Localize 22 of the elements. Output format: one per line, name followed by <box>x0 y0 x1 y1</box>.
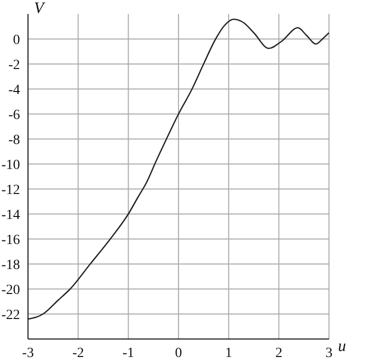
x-tick-label: -2 <box>72 346 84 361</box>
y-tick-label: -18 <box>1 258 20 273</box>
x-tick-label: 2 <box>275 346 282 361</box>
y-tick-label: -16 <box>1 232 20 248</box>
y-tick-label: -8 <box>8 132 20 148</box>
x-tick-label: 3 <box>326 346 332 361</box>
y-tick-label: -14 <box>1 208 20 223</box>
x-tick-label: -3 <box>22 346 34 361</box>
line-series <box>28 18 329 320</box>
y-tick-label: -4 <box>8 82 20 98</box>
y-tick-label: -12 <box>1 182 20 198</box>
y-tick-label: -2 <box>8 58 20 73</box>
y-tick-label: -6 <box>8 108 20 123</box>
x-tick-label: -1 <box>122 346 134 361</box>
y-tick-label: -20 <box>1 282 20 298</box>
y-tick-label: 0 <box>13 32 20 48</box>
y-tick-label: -22 <box>1 308 20 323</box>
x-tick-label: 0 <box>175 346 182 361</box>
y-axis-title: V <box>34 0 46 17</box>
x-axis-title: u <box>338 338 346 355</box>
x-tick-label: 1 <box>225 346 232 361</box>
y-tick-label: -10 <box>1 158 20 173</box>
